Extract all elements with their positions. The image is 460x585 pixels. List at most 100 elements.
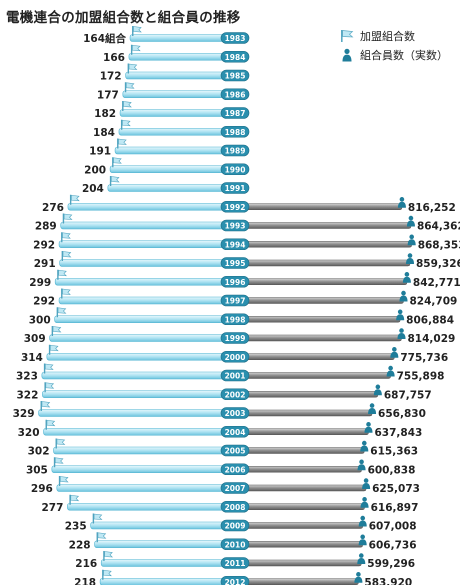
- year-label: 1990: [225, 165, 246, 174]
- person-icon: [358, 534, 367, 546]
- person-icon: [357, 459, 366, 471]
- year-badge: [220, 557, 250, 569]
- member-bar: [244, 297, 404, 304]
- person-icon: [357, 553, 366, 564]
- chart-row: 166 1984: [103, 44, 250, 64]
- year-badge: [220, 163, 250, 176]
- person-icon: [360, 497, 369, 508]
- union-count-label: 228: [69, 539, 91, 551]
- union-bar: [67, 202, 226, 211]
- union-bar: [100, 559, 226, 567]
- person-icon: [368, 403, 377, 414]
- chart-row: 218 583,920 2012: [74, 569, 412, 585]
- flag-icon: [122, 101, 132, 111]
- union-bar: [125, 71, 226, 80]
- year-label: 1993: [225, 222, 246, 231]
- union-bar: [56, 484, 226, 492]
- person-icon: [358, 515, 367, 527]
- union-count-label: 218: [74, 577, 96, 585]
- year-badge: [220, 369, 250, 382]
- year-label: 1999: [225, 334, 246, 343]
- flag-icon: [96, 532, 107, 543]
- member-bar: [244, 409, 373, 417]
- year-label: 1991: [225, 184, 246, 193]
- member-count-label: 583,920: [364, 577, 412, 585]
- member-bar: [244, 541, 363, 548]
- year-badge: [220, 444, 250, 457]
- legend-label-unions: 加盟組合数: [360, 30, 415, 43]
- year-label: 1994: [225, 240, 246, 249]
- member-bar: [244, 259, 411, 267]
- union-bar: [43, 427, 226, 436]
- union-bar: [42, 390, 226, 399]
- chart-row: 276 816,252 1992: [42, 194, 456, 214]
- union-bar: [119, 109, 226, 117]
- member-count-label: 814,029: [408, 333, 456, 345]
- year-badge: [220, 350, 250, 363]
- member-bar: [244, 503, 365, 510]
- year-badge: [220, 182, 250, 194]
- member-bar: [244, 428, 369, 435]
- flag-icon: [45, 419, 56, 430]
- person-icon: [362, 478, 371, 489]
- chart-row: 191 1989: [89, 138, 250, 158]
- year-badge: [220, 107, 250, 119]
- flag-icon: [57, 269, 67, 280]
- member-bar: [244, 466, 362, 473]
- chart-row: 292 868,353 1994: [33, 232, 460, 251]
- member-bar: [244, 334, 402, 342]
- legend-label-members: 組合員数（実数）: [360, 49, 448, 62]
- chart-row: 291 859,326 1995: [34, 251, 460, 270]
- flag-icon: [61, 251, 72, 261]
- year-badge: [220, 575, 250, 585]
- member-count-label: 607,008: [369, 521, 417, 533]
- legend-item-members: 組合員数（実数）: [340, 47, 448, 63]
- year-label: 1984: [225, 53, 246, 62]
- union-bar: [67, 502, 226, 511]
- flag-icon: [51, 326, 62, 336]
- year-label: 2009: [225, 522, 246, 531]
- person-icon: [342, 48, 352, 62]
- year-badge: [220, 538, 250, 551]
- chart-row: 320 637,843 2004: [18, 419, 422, 439]
- year-badge: [220, 294, 250, 307]
- member-count-label: 656,830: [378, 408, 426, 420]
- chart-row: 182 1987: [94, 101, 250, 120]
- year-label: 2008: [225, 503, 246, 512]
- person-icon: [406, 253, 415, 264]
- year-badge: [220, 238, 250, 251]
- flag-icon: [120, 119, 131, 130]
- year-label: 1997: [225, 297, 246, 306]
- year-label: 2010: [225, 540, 246, 549]
- flag-icon: [69, 494, 80, 505]
- flag-icon: [112, 157, 122, 168]
- flag-icon: [117, 138, 127, 149]
- member-count-label: 755,898: [397, 371, 445, 383]
- union-count-label: 292: [33, 296, 55, 308]
- chart-row: 172 1985: [100, 63, 250, 83]
- year-badge: [220, 257, 250, 269]
- flag-icon: [102, 569, 112, 580]
- flag-icon: [62, 213, 73, 224]
- union-count-label: 305: [26, 464, 48, 476]
- flag-icon: [56, 307, 67, 318]
- person-icon: [364, 422, 373, 433]
- union-bar: [109, 165, 226, 174]
- year-label: 2006: [225, 465, 246, 474]
- year-label: 1988: [225, 128, 246, 137]
- year-label: 2000: [225, 353, 246, 362]
- person-icon: [360, 440, 369, 452]
- flag-icon: [124, 82, 135, 93]
- year-badge: [220, 519, 250, 532]
- year-badge: [220, 332, 250, 344]
- year-badge: [220, 388, 250, 401]
- year-label: 2012: [225, 578, 246, 585]
- member-count-label: 616,897: [371, 502, 419, 514]
- union-count-label: 320: [18, 427, 40, 439]
- person-icon: [407, 234, 416, 246]
- member-count-label: 824,709: [410, 296, 458, 308]
- member-bar: [244, 391, 379, 398]
- union-bar: [90, 521, 226, 530]
- chart-row: 323 755,898 2001: [16, 363, 445, 383]
- union-bar: [128, 52, 226, 61]
